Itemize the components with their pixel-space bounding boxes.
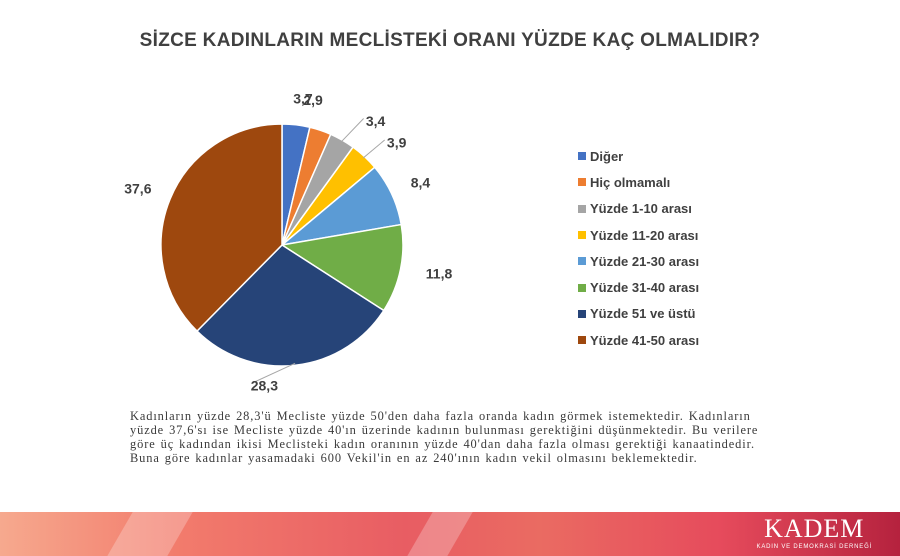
legend-item-7: Yüzde 41-50 arası (578, 327, 699, 353)
data-label-6: 28,3 (251, 378, 278, 394)
legend-swatch-0 (578, 152, 586, 161)
chart-title: SİZCE KADINLARIN MECLİSTEKİ ORANI YÜZDE … (139, 30, 761, 51)
legend-label-1: Hiç olmamalı (590, 174, 671, 190)
legend-item-4: Yüzde 21-30 arası (578, 248, 699, 274)
footer-banner (0, 512, 900, 556)
legend-label-3: Yüzde 11-20 arası (590, 227, 699, 243)
legend-label-5: Yüzde 31-40 arası (590, 280, 700, 296)
data-label-3: 3,9 (387, 135, 407, 151)
legend-item-2: Yüzde 1-10 arası (578, 196, 699, 222)
legend-label-0: Diğer (590, 148, 624, 164)
leader-line-2 (340, 118, 364, 143)
data-label-7: 37,6 (124, 181, 151, 197)
legend-item-6: Yüzde 51 ve üstü (578, 301, 699, 327)
data-label-1: 2,9 (303, 92, 323, 108)
data-label-0: 3,7 (293, 91, 313, 107)
chart-caption: Kadınların yüzde 28,3'ü Mecliste yüzde 5… (130, 409, 759, 465)
data-label-4: 8,4 (411, 174, 431, 190)
brand-subtitle: KADIN VE DEMOKRASİ DERNEĞİ (756, 544, 872, 550)
data-label-2: 3,4 (366, 113, 386, 129)
data-label-5: 11,8 (426, 265, 453, 281)
legend-label-2: Yüzde 1-10 arası (590, 201, 692, 217)
pie-slice-7 (160, 123, 283, 333)
legend-swatch-7 (578, 336, 586, 345)
leader-line-3 (362, 139, 385, 159)
legend-item-1: Hiç olmamalı (578, 169, 699, 195)
legend-label-4: Yüzde 21-30 arası (590, 253, 700, 269)
legend-item-3: Yüzde 11-20 arası (578, 222, 699, 248)
legend-swatch-4 (578, 257, 586, 266)
legend-swatch-2 (578, 204, 586, 213)
legend-label-6: Yüzde 51 ve üstü (590, 306, 696, 322)
legend-label-7: Yüzde 41-50 arası (590, 332, 700, 348)
kadem-logo: KADEM KADIN VE DEMOKRASİ DERNEĞİ (756, 514, 872, 551)
chart-legend: Diğer Hiç olmamalı Yüzde 1-10 arası Yüzde 1… (578, 143, 699, 353)
legend-item-5: Yüzde 31-40 arası (578, 274, 699, 300)
legend-swatch-3 (578, 231, 586, 240)
pie-slice-5 (279, 223, 404, 312)
legend-swatch-1 (578, 178, 586, 187)
brand-name: KADEM (764, 514, 865, 543)
legend-swatch-5 (578, 283, 586, 292)
leader-line-6 (252, 362, 296, 384)
legend-swatch-6 (578, 309, 586, 318)
pie-slice-6 (195, 244, 385, 367)
legend-item-0: Diğer (578, 143, 699, 169)
